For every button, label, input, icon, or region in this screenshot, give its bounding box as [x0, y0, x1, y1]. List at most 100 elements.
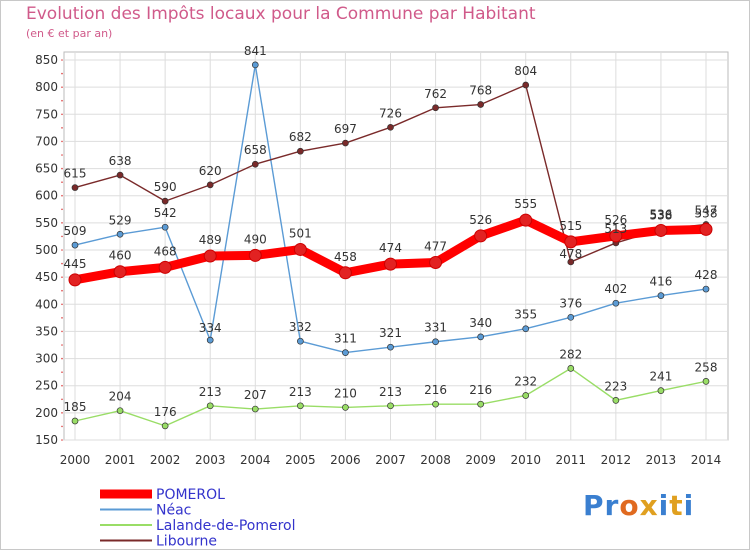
- data-label: 515: [559, 219, 582, 233]
- data-label: 176: [154, 405, 177, 419]
- data-label: 526: [469, 213, 492, 227]
- data-label: 258: [695, 360, 718, 374]
- data-label: 590: [154, 180, 177, 194]
- y-minor-tick: [61, 154, 63, 156]
- y-minor-tick: [61, 384, 63, 387]
- data-point: [342, 349, 349, 356]
- data-point: [342, 139, 349, 147]
- data-label: 207: [244, 388, 267, 402]
- y-minor-tick: [61, 72, 63, 75]
- y-tick-label: 750: [35, 107, 58, 121]
- y-tick-label: 700: [35, 134, 58, 148]
- y-minor-tick: [61, 249, 63, 251]
- data-point: [522, 325, 530, 333]
- data-point: [206, 336, 214, 344]
- y-minor-tick: [61, 439, 63, 441]
- y-minor-tick: [61, 398, 63, 401]
- data-point: [432, 338, 439, 346]
- data-point: [161, 422, 169, 430]
- data-label: 445: [64, 257, 87, 271]
- data-label: 526: [604, 213, 627, 227]
- x-tick-label: 2012: [601, 453, 632, 467]
- data-point: [116, 407, 124, 415]
- data-label: 213: [199, 385, 222, 399]
- data-label: 321: [379, 326, 402, 340]
- y-minor-tick: [61, 330, 63, 333]
- y-tick-label: 450: [35, 270, 58, 284]
- data-label: 428: [695, 268, 718, 282]
- data-point: [297, 147, 304, 155]
- data-point: [477, 400, 484, 408]
- y-tick-label: 150: [35, 433, 58, 447]
- data-label: 697: [334, 122, 357, 136]
- data-label: 468: [154, 244, 177, 258]
- data-point: [251, 405, 259, 413]
- data-point: [116, 171, 124, 179]
- data-label: 402: [604, 282, 627, 296]
- data-label: 768: [469, 84, 492, 98]
- proxiti-logo: Proxiti: [583, 489, 694, 522]
- data-label: 331: [424, 321, 447, 335]
- data-point: [251, 160, 259, 168]
- data-label: 538: [695, 206, 718, 220]
- data-label: 542: [154, 206, 177, 220]
- data-point: [612, 299, 620, 307]
- data-label: 474: [379, 241, 402, 255]
- data-point: [68, 273, 82, 287]
- data-label: 232: [514, 374, 537, 388]
- data-point: [71, 241, 79, 249]
- x-tick-label: 2011: [556, 453, 587, 467]
- data-point: [657, 292, 665, 299]
- data-label: 458: [334, 250, 357, 264]
- x-tick-label: 2005: [285, 453, 316, 467]
- data-point: [519, 213, 533, 227]
- legend-label: Lalande-de-Pomerol: [156, 518, 296, 534]
- data-label: 282: [559, 347, 582, 361]
- data-label: 638: [109, 154, 132, 168]
- data-label: 213: [289, 385, 312, 399]
- data-point: [384, 257, 397, 271]
- data-point: [474, 229, 488, 243]
- x-tick-label: 2008: [420, 453, 451, 467]
- data-point: [206, 402, 214, 410]
- data-point: [702, 285, 710, 293]
- data-label: 658: [244, 143, 267, 157]
- data-label: 490: [244, 232, 267, 246]
- data-point: [251, 61, 259, 69]
- y-minor-tick: [61, 181, 63, 183]
- x-tick-label: 2014: [691, 453, 722, 467]
- data-label: 376: [559, 296, 582, 310]
- data-point: [477, 333, 484, 341]
- y-tick-label: 650: [35, 162, 58, 176]
- y-minor-tick: [61, 344, 63, 346]
- y-minor-tick: [61, 371, 63, 373]
- data-label: 682: [289, 130, 312, 144]
- data-label: 216: [469, 383, 492, 397]
- data-point: [116, 230, 124, 238]
- chart-subtitle: (en € et par an): [26, 27, 113, 40]
- data-point: [522, 392, 530, 399]
- y-tick-label: 250: [35, 379, 58, 393]
- x-tick-label: 2007: [375, 453, 406, 467]
- data-point: [297, 337, 304, 345]
- data-point: [429, 255, 443, 269]
- y-minor-tick: [61, 412, 63, 414]
- data-point: [432, 104, 439, 112]
- data-point: [477, 101, 484, 108]
- data-point: [248, 248, 262, 262]
- y-minor-tick: [61, 127, 63, 129]
- y-minor-tick: [61, 425, 63, 428]
- data-label: 332: [289, 320, 312, 334]
- data-point: [71, 417, 79, 425]
- y-tick-label: 400: [35, 297, 58, 311]
- y-tick-label: 500: [35, 243, 58, 257]
- data-label: 762: [424, 87, 447, 101]
- y-minor-tick: [61, 357, 63, 360]
- data-label: 311: [334, 332, 357, 346]
- x-tick-label: 2009: [465, 453, 496, 467]
- data-label: 841: [244, 44, 267, 58]
- data-label: 478: [559, 247, 582, 261]
- x-tick-label: 2004: [240, 453, 271, 467]
- x-tick-label: 2010: [510, 453, 541, 467]
